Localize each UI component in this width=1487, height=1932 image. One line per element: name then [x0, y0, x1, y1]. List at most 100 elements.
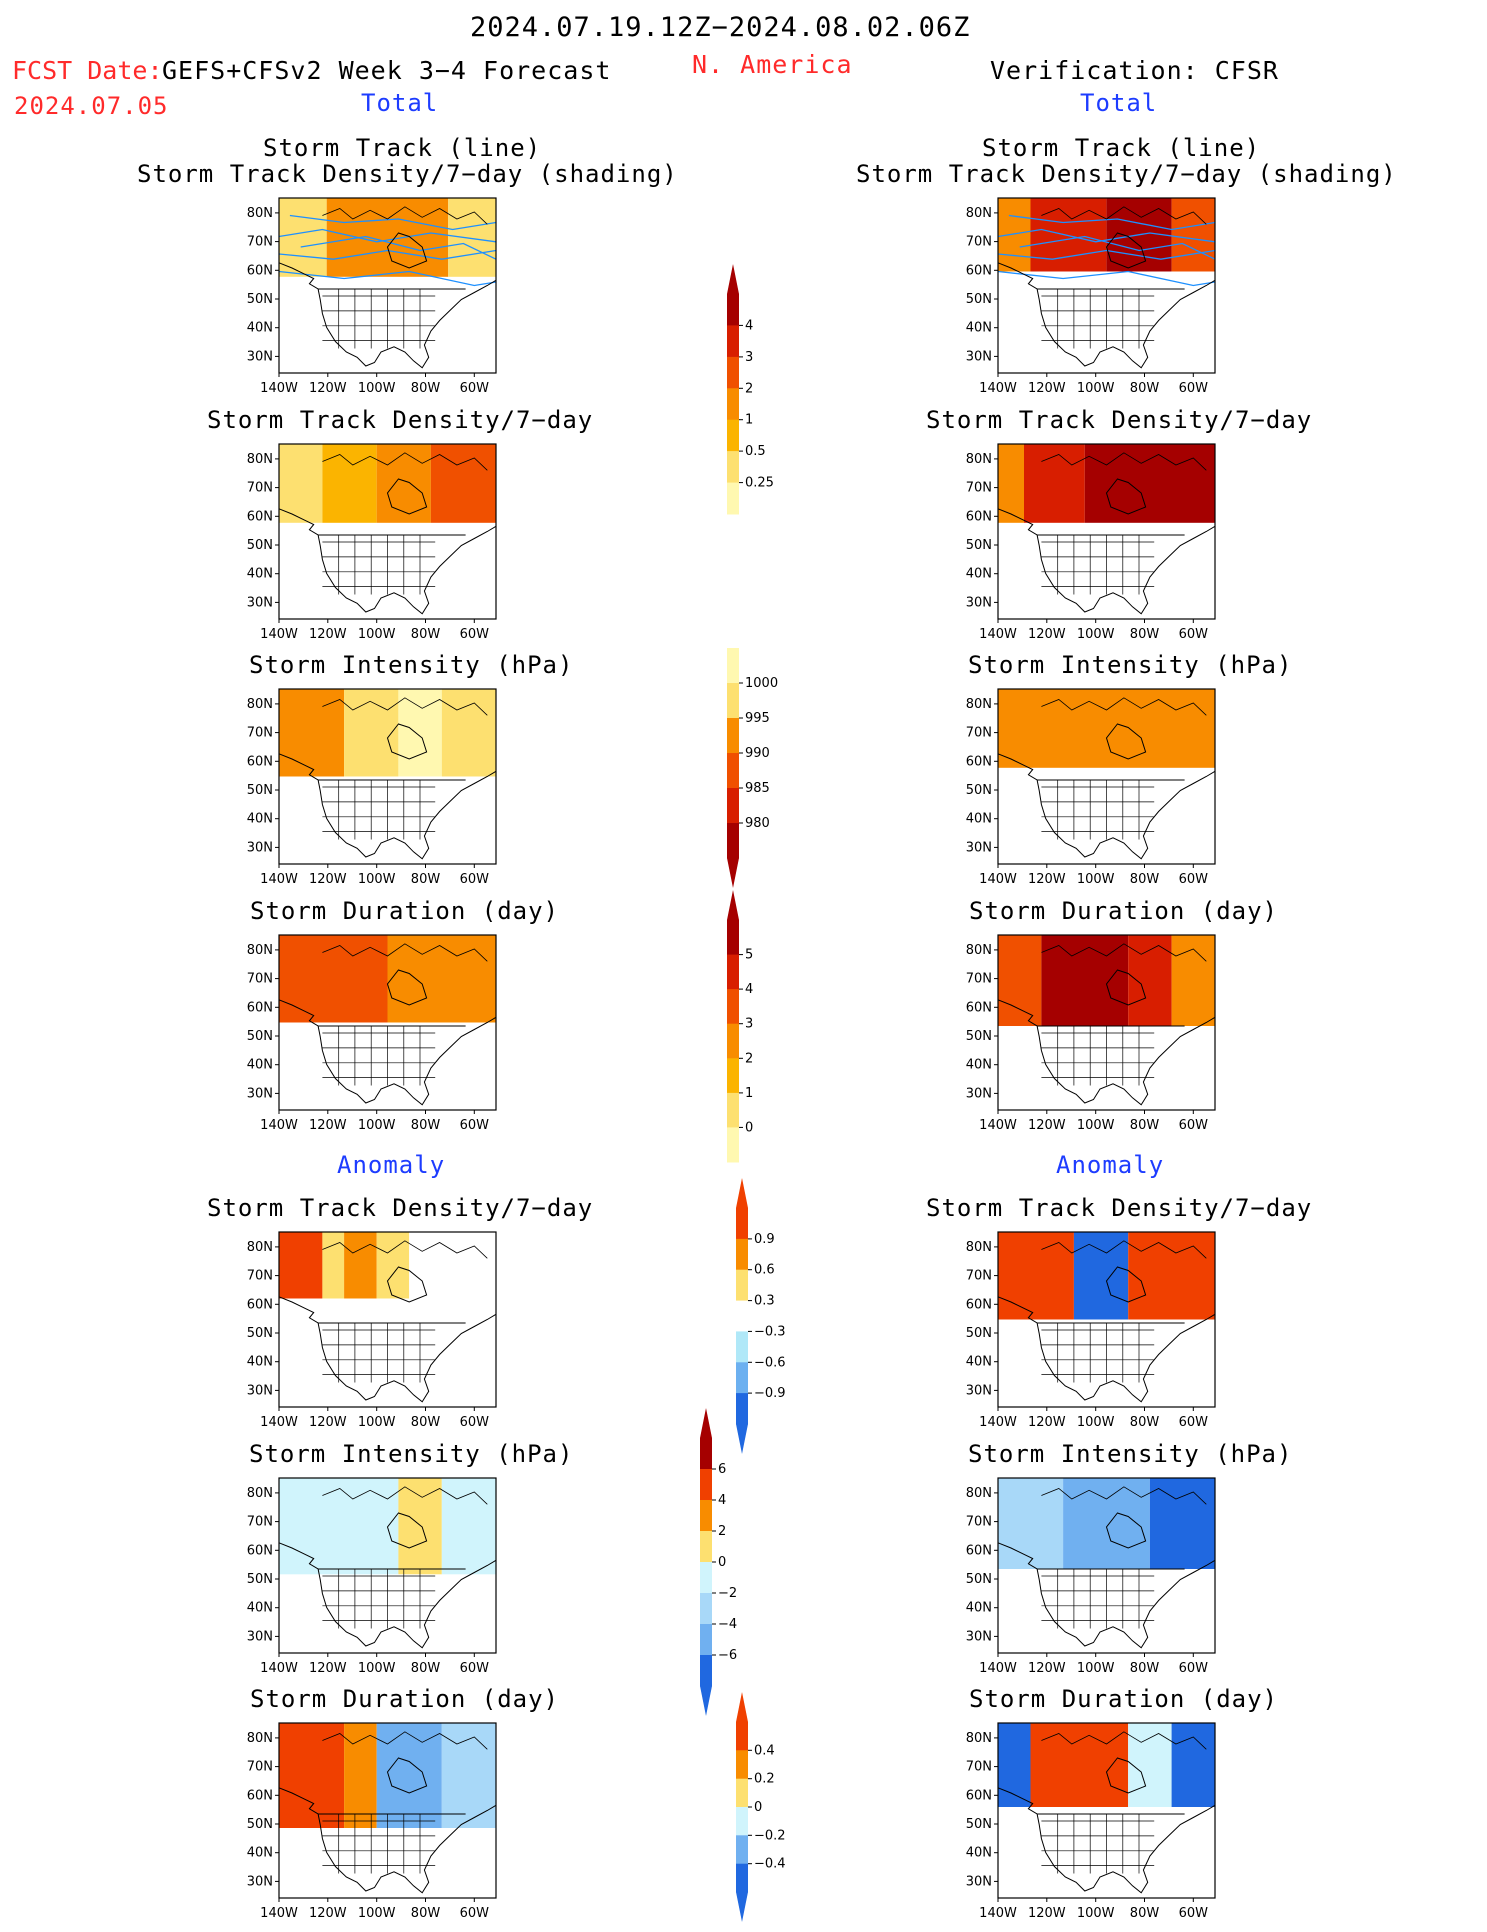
hudson-bay-outline [386, 723, 428, 760]
colorbar-arrow-top [736, 1178, 748, 1208]
colorbar-segment [727, 451, 739, 483]
shading-band [376, 1723, 442, 1828]
lat-label: 60N [966, 1543, 992, 1558]
hudson-bay-outline [1105, 232, 1147, 269]
map-frame [278, 1231, 497, 1408]
lon-label: 140W [260, 1415, 298, 1430]
map-panel-L-intensity: 80N 70N 60N 50N 40N 30N 140W 120W 100W 80W 60W [235, 688, 506, 898]
colorbar-label: 980 [745, 816, 770, 831]
colorbar-segment [700, 1469, 712, 1501]
shading-band [409, 1232, 496, 1299]
colorbar-density-total: 4 3 2 1 0.5 0.25 [727, 264, 797, 515]
map-panel-L-track: 80N 70N 60N 50N 40N 30N 140W 120W 100W 80W 60W [235, 197, 506, 407]
hudson-bay-outline [1105, 1266, 1147, 1303]
colorbar-label: 1000 [745, 676, 778, 691]
shading-band [998, 689, 1215, 768]
lat-label: 30N [966, 349, 992, 364]
colorbar-label: 0 [718, 1555, 726, 1570]
lon-label: 60W [460, 872, 490, 887]
colorbar-arrow-bottom [700, 1686, 712, 1716]
arctic-islands-outline [322, 452, 488, 471]
lat-label: 50N [247, 1572, 273, 1587]
lon-label: 60W [1179, 1118, 1209, 1133]
map-panel-L-density: 80N 70N 60N 50N 40N 30N 140W 120W 100W 80W 60W [235, 443, 506, 653]
lon-label: 120W [309, 872, 347, 887]
lon-label: 100W [358, 1118, 396, 1133]
lon-label: 80W [1130, 1906, 1160, 1921]
colorbar-arrow-top [736, 1692, 748, 1722]
lon-label: 100W [358, 1661, 396, 1676]
colorbar-segment [727, 356, 739, 389]
lat-label: 60N [966, 1788, 992, 1803]
lat-label: 50N [247, 1326, 273, 1341]
colorbar-segment [700, 1624, 712, 1656]
map-panel-L-anom-duration: 80N 70N 60N 50N 40N 30N 140W 120W 100W 80W 60W [235, 1722, 506, 1932]
lat-label: 70N [966, 235, 992, 250]
lat-label: 70N [966, 972, 992, 987]
lat-label: 70N [966, 1269, 992, 1284]
colorbar-segment [736, 1835, 748, 1865]
shading-band [448, 198, 496, 277]
lat-label: 80N [966, 1486, 992, 1501]
lon-label: 140W [979, 1118, 1017, 1133]
lon-label: 140W [260, 1906, 298, 1921]
colorbar-label: 5 [745, 948, 753, 963]
shading-band [1128, 1232, 1215, 1320]
region-label: N. America [692, 50, 853, 79]
colorbar-segment [727, 1127, 739, 1163]
shading-band [1030, 198, 1107, 272]
colorbar-arrow-bottom [727, 858, 739, 888]
lon-label: 80W [1130, 1415, 1160, 1430]
lat-label: 80N [966, 697, 992, 712]
coastline [997, 999, 1216, 1106]
hudson-bay-outline [1105, 478, 1147, 515]
colorbar-arrow-top [727, 890, 739, 920]
lon-label: 140W [260, 381, 298, 396]
colorbar-label: 2 [718, 1524, 726, 1539]
hudson-bay-outline [386, 1266, 428, 1303]
colorbar-segment [727, 388, 739, 421]
colorbar-label: 2 [745, 1051, 753, 1066]
lat-label: 40N [966, 567, 992, 582]
title-R-track-1: Storm Track (line) [982, 134, 1261, 162]
colorbar-segment [736, 1269, 748, 1302]
shading-band [1171, 935, 1215, 1026]
coastline [278, 262, 497, 369]
lat-label: 40N [966, 1846, 992, 1861]
map-panel-R-duration: 80N 70N 60N 50N 40N 30N 140W 120W 100W 80W 60W [954, 934, 1225, 1144]
lon-label: 80W [1130, 627, 1160, 642]
map-svg: 80N 70N 60N 50N 40N 30N 140W 120W 100W 80W 60W [966, 197, 1216, 396]
coastline [997, 753, 1216, 860]
arctic-islands-outline [322, 943, 488, 962]
coastline [997, 1787, 1216, 1894]
colorbar-label: −0.4 [754, 1857, 786, 1872]
lon-label: 100W [1077, 1118, 1115, 1133]
colorbar-segment [727, 419, 739, 452]
lat-label: 30N [966, 1383, 992, 1398]
shading-band [279, 1723, 345, 1828]
lat-label: 70N [247, 1269, 273, 1284]
lon-label: 140W [260, 1118, 298, 1133]
lat-label: 30N [247, 840, 273, 855]
lon-label: 100W [1077, 627, 1115, 642]
lon-label: 120W [309, 1118, 347, 1133]
coastline [997, 262, 1216, 369]
storm-track-line [278, 249, 497, 260]
lon-label: 80W [411, 1415, 441, 1430]
title-L-anom-density: Storm Track Density/7−day [207, 1194, 594, 1222]
map-frame [997, 443, 1216, 620]
lon-label: 80W [1130, 381, 1160, 396]
lat-label: 30N [966, 1874, 992, 1889]
map-panel-R-anom-density: 80N 70N 60N 50N 40N 30N 140W 120W 100W 80W 60W [954, 1231, 1225, 1441]
lat-label: 80N [966, 943, 992, 958]
lat-label: 40N [966, 1601, 992, 1616]
colorbar-segment [736, 1208, 748, 1240]
colorbar-segment [727, 954, 739, 990]
shading-band [279, 1232, 323, 1299]
lon-label: 120W [1028, 627, 1066, 642]
lon-label: 100W [1077, 1415, 1115, 1430]
colorbar-segment [727, 1023, 739, 1059]
colorbar-segment [736, 1750, 748, 1780]
lon-label: 60W [1179, 381, 1209, 396]
colorbar-segment [700, 1531, 712, 1563]
